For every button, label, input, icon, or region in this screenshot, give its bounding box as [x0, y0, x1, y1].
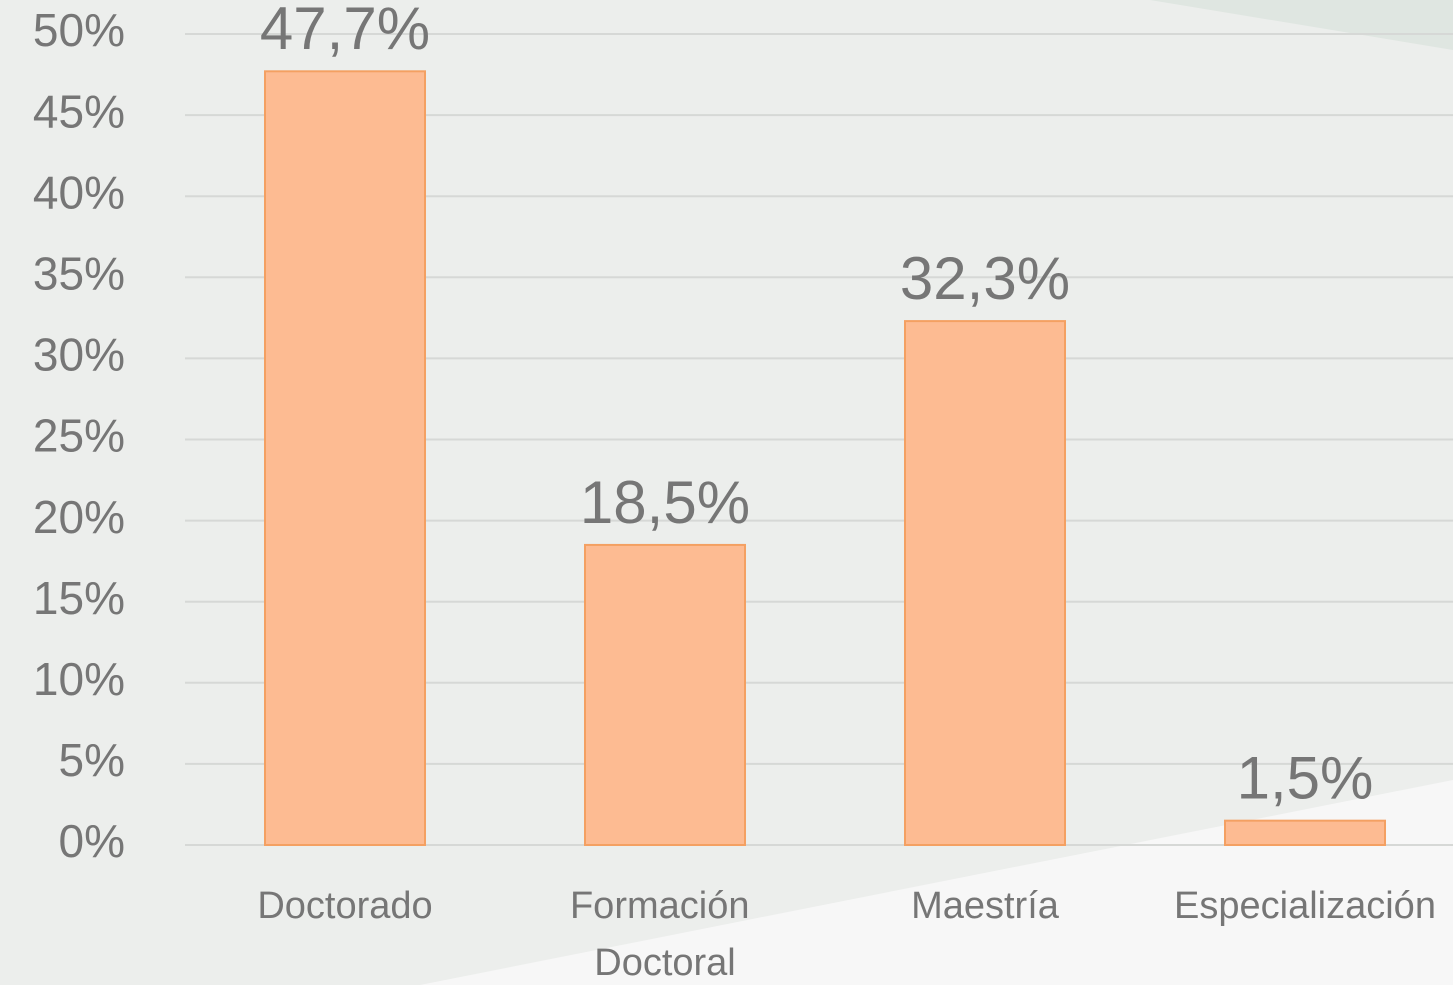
- value-label: 1,5%: [1237, 745, 1374, 812]
- y-tick-label: 5%: [59, 734, 125, 786]
- y-tick-label: 45%: [33, 85, 125, 137]
- y-tick-label: 40%: [33, 166, 125, 218]
- background-accent: [420, 780, 1453, 985]
- background-accent: [1150, 0, 1453, 50]
- bar: [1224, 819, 1386, 846]
- y-tick-label: 0%: [59, 815, 125, 867]
- y-tick-label: 35%: [33, 247, 125, 299]
- value-label: 47,7%: [260, 0, 430, 62]
- y-tick-label: 15%: [33, 572, 125, 624]
- value-label: 18,5%: [580, 469, 750, 536]
- bar: [584, 543, 746, 846]
- y-tick-label: 25%: [33, 410, 125, 462]
- y-tick-label: 10%: [33, 653, 125, 705]
- x-tick-label: Formación Doctoral: [570, 885, 760, 984]
- bar: [904, 320, 1066, 846]
- bar: [264, 70, 426, 846]
- x-tick-label: Especialización: [1174, 885, 1436, 927]
- y-tick-label: 30%: [33, 329, 125, 381]
- x-tick-label: Doctorado: [257, 885, 432, 927]
- value-label: 32,3%: [900, 245, 1070, 312]
- y-tick-label: 20%: [33, 491, 125, 543]
- y-tick-label: 50%: [33, 4, 125, 56]
- x-tick-label: Maestría: [911, 885, 1060, 927]
